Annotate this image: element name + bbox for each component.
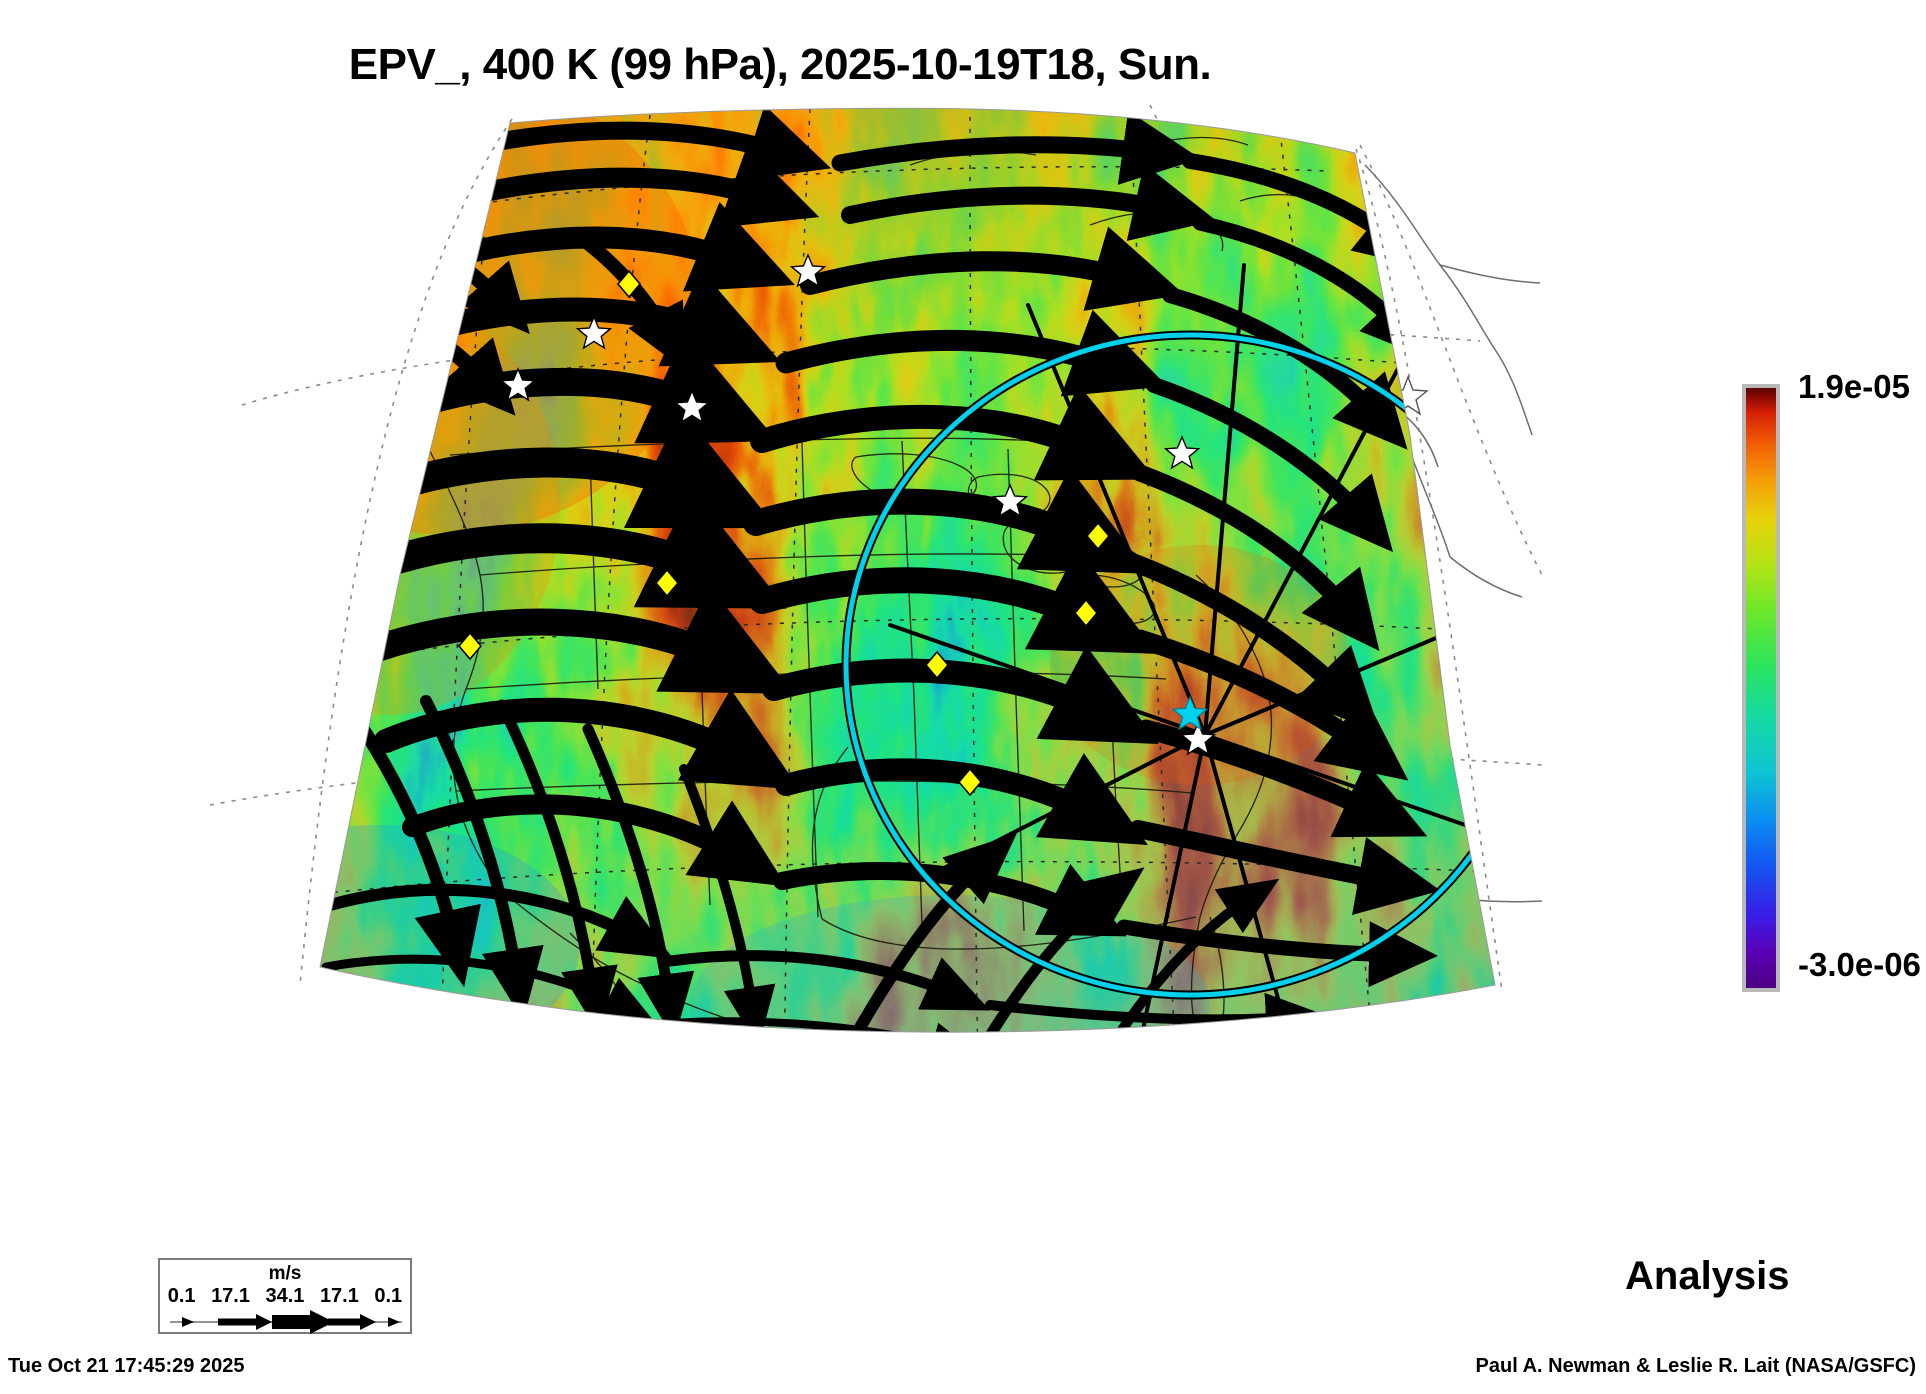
map-border <box>319 107 1496 1033</box>
colorbar-gradient <box>1746 388 1776 988</box>
colorbar-frame <box>1742 384 1780 992</box>
colorbar-min-label: -3.0e-06 <box>1798 946 1921 983</box>
wind-speed-arrow-scale <box>170 1310 402 1334</box>
star-marker[interactable] <box>673 389 711 424</box>
diamond-marker[interactable] <box>957 767 983 797</box>
diamond-marker[interactable] <box>616 269 642 299</box>
wind-speed-ticks: 0.1 17.1 34.1 17.1 0.1 <box>160 1285 410 1308</box>
epv-cool-anomaly-sw <box>320 825 580 1033</box>
diamond-marker[interactable] <box>924 650 950 680</box>
star-marker[interactable] <box>575 315 613 350</box>
colorbar-max-label: 1.9e-05 <box>1798 368 1910 405</box>
star-marker[interactable] <box>1179 721 1217 756</box>
map-panel[interactable] <box>150 105 1550 1105</box>
colorbar[interactable]: 1.9e-05 -3.0e-06 <box>1742 368 1921 992</box>
star-marker[interactable] <box>499 367 537 402</box>
wind-tick: 0.1 <box>374 1285 403 1307</box>
wind-tick: 17.1 <box>319 1285 359 1307</box>
analysis-label: Analysis <box>1625 1254 1790 1298</box>
wind-speed-unit-label: m/s <box>268 1263 302 1284</box>
epv-map-plot[interactable] <box>150 105 1550 1105</box>
wind-tick: 17.1 <box>211 1285 250 1307</box>
diamond-marker[interactable] <box>654 568 680 598</box>
diamond-marker[interactable] <box>1085 521 1111 551</box>
wind-tick: 0.1 <box>167 1285 196 1307</box>
map-data-area[interactable] <box>150 105 1550 1105</box>
wind-streamlines <box>321 108 1441 1033</box>
station-markers[interactable] <box>379 253 1217 797</box>
star-marker[interactable] <box>1163 435 1201 470</box>
flight-hub-marker[interactable] <box>1171 695 1209 731</box>
range-circle <box>843 332 1495 998</box>
page-title: EPV_, 400 K (99 hPa), 2025-10-19T18, Sun… <box>348 40 1212 89</box>
diamond-marker[interactable] <box>457 631 483 661</box>
star-marker[interactable] <box>379 481 417 516</box>
star-marker[interactable] <box>789 253 827 288</box>
star-marker[interactable] <box>991 483 1029 518</box>
wind-speed-legend: m/s 0.1 17.1 34.1 17.1 0.1 <box>158 1258 412 1334</box>
generation-timestamp: Tue Oct 21 17:45:29 2025 <box>8 1355 245 1377</box>
wind-tick: 34.1 <box>265 1285 305 1307</box>
diamond-marker[interactable] <box>1073 598 1099 628</box>
author-credit: Paul A. Newman & Leslie R. Lait (NASA/GS… <box>1475 1355 1916 1377</box>
